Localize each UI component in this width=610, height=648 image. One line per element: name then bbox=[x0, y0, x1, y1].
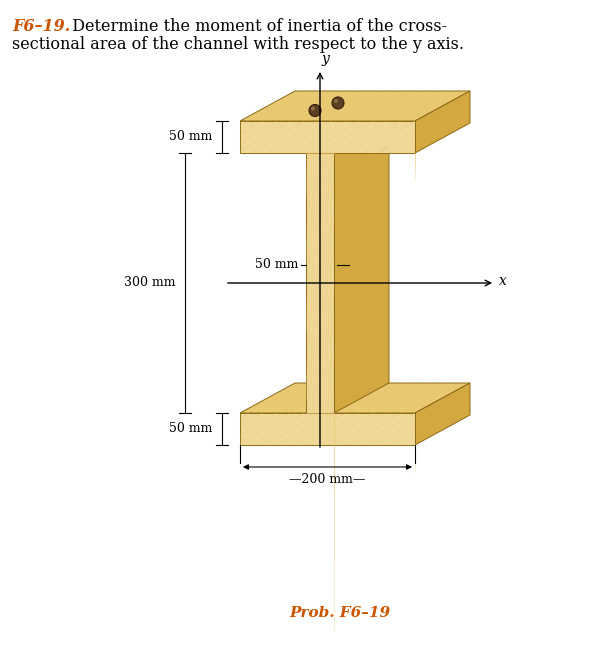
Polygon shape bbox=[334, 123, 389, 413]
Polygon shape bbox=[240, 121, 415, 153]
Text: Prob. F6–19: Prob. F6–19 bbox=[289, 606, 390, 620]
Text: x: x bbox=[499, 274, 507, 288]
Text: 50 mm: 50 mm bbox=[168, 422, 212, 435]
Circle shape bbox=[334, 99, 338, 103]
Text: 50 mm: 50 mm bbox=[168, 130, 212, 143]
Text: 300 mm: 300 mm bbox=[123, 277, 175, 290]
Polygon shape bbox=[240, 91, 470, 121]
Circle shape bbox=[311, 106, 315, 111]
Polygon shape bbox=[240, 413, 415, 445]
Polygon shape bbox=[240, 383, 470, 413]
Polygon shape bbox=[306, 153, 334, 413]
Text: 50 mm: 50 mm bbox=[254, 259, 298, 272]
Polygon shape bbox=[415, 91, 470, 153]
Circle shape bbox=[309, 104, 321, 117]
Circle shape bbox=[332, 97, 344, 109]
Polygon shape bbox=[415, 383, 470, 445]
Text: —200 mm—: —200 mm— bbox=[289, 473, 365, 486]
Text: y: y bbox=[322, 52, 330, 66]
Text: Determine the moment of inertia of the cross-: Determine the moment of inertia of the c… bbox=[62, 18, 447, 35]
Text: sectional area of the channel with respect to the y axis.: sectional area of the channel with respe… bbox=[12, 36, 464, 53]
Text: F6–19.: F6–19. bbox=[12, 18, 70, 35]
